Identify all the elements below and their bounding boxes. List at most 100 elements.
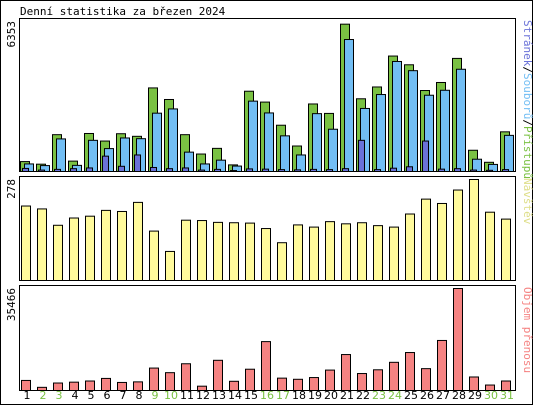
visits-bar: [245, 222, 255, 281]
visits-panel-ymax-label: 278: [5, 179, 18, 199]
volume-panel-ymax-label: 35466: [5, 288, 18, 321]
volume-bar: [421, 368, 431, 392]
visits-bar: [437, 202, 447, 282]
x-tick-label: 19: [308, 389, 322, 402]
volume-bar: [437, 339, 447, 391]
visits-bar: [53, 224, 63, 281]
pages-bar: [118, 165, 125, 172]
files-bar: [264, 112, 274, 172]
pages-bar: [102, 155, 109, 173]
pages-bar: [326, 169, 333, 173]
volume-bar: [469, 376, 479, 391]
visits-bar: [261, 228, 271, 282]
visits-bar: [357, 222, 367, 281]
pages-bar: [390, 167, 397, 172]
visits-bar: [341, 223, 351, 282]
pages-bar: [422, 140, 429, 172]
files-bar: [88, 139, 98, 172]
visits-bar: [197, 220, 207, 281]
volume-bar: [277, 377, 287, 392]
pages-bar: [22, 167, 29, 173]
volume-bar: [181, 363, 191, 392]
pages-bar: [406, 166, 413, 172]
legend-sep-2: /: [521, 119, 533, 126]
pages-bar: [358, 139, 365, 172]
x-tick-label: 27: [436, 389, 450, 402]
x-tick-label: 12: [196, 389, 210, 402]
visits-bar: [21, 205, 31, 281]
x-tick-label: 2: [40, 389, 47, 402]
volume-bar: [197, 385, 207, 391]
volume-bar: [453, 288, 463, 391]
volume-bar: [37, 386, 47, 391]
x-tick-label: 26: [420, 389, 434, 402]
hits-panel-legend: Stránek/Souborů/Přístupů: [521, 20, 533, 179]
volume-panel-legend: Objem přenosu: [521, 287, 533, 373]
visits-bar: [373, 225, 383, 281]
x-tick-label: 23: [372, 389, 386, 402]
x-tick-label: 7: [120, 389, 127, 402]
pages-bar: [150, 166, 157, 172]
x-tick-label: 28: [452, 389, 466, 402]
x-tick-label: 17: [276, 389, 290, 402]
visits-bar: [85, 215, 95, 281]
volume-bar: [485, 384, 495, 392]
volume-bar: [101, 377, 111, 392]
files-bar: [504, 134, 514, 172]
volume-bar: [405, 352, 415, 391]
volume-bar: [357, 373, 367, 392]
visits-bar: [309, 226, 319, 281]
files-bar: [296, 154, 306, 173]
visits-bar: [181, 219, 191, 281]
files-bar: [328, 128, 338, 172]
pages-bar: [70, 168, 77, 172]
files-bar: [280, 135, 290, 172]
files-bar: [392, 60, 402, 172]
visits-bar: [69, 217, 79, 281]
pages-bar: [470, 169, 477, 172]
files-bar: [56, 138, 66, 172]
files-bar: [168, 108, 178, 173]
visits-bar: [149, 230, 159, 282]
files-bar: [440, 89, 450, 172]
visits-bar: [453, 189, 463, 281]
visits-bar: [501, 218, 511, 282]
volume-bar: [309, 377, 319, 391]
visits-bar: [485, 211, 495, 281]
x-tick-label: 24: [388, 389, 402, 402]
volume-bar: [149, 367, 159, 392]
pages-bar: [502, 169, 509, 173]
visits-panel-legend: Návštěv: [521, 178, 533, 225]
pages-bar: [166, 168, 173, 172]
files-bar: [152, 112, 162, 173]
volume-bar: [213, 359, 223, 391]
legend-hits: Přístupů: [521, 126, 533, 179]
legend-sep-1: /: [521, 66, 533, 73]
visits-bar: [405, 213, 415, 281]
volume-bar: [261, 341, 271, 391]
files-bar: [456, 68, 466, 172]
volume-bar: [245, 368, 255, 392]
pages-bar: [246, 168, 253, 172]
x-tick-label: 22: [356, 389, 370, 402]
x-tick-label: 13: [212, 389, 226, 402]
volume-bar: [389, 361, 399, 391]
x-tick-label: 20: [324, 389, 338, 402]
visits-bar: [293, 224, 303, 281]
pages-bar: [230, 170, 237, 172]
x-tick-label: 29: [468, 389, 482, 402]
x-tick-label: 25: [404, 389, 418, 402]
pages-bar: [486, 169, 493, 173]
x-tick-label: 8: [136, 389, 143, 402]
files-bar: [248, 100, 258, 172]
x-axis-tick-labels: 1 2 3 4 5 6 7 8 9 10 11 12 13 14 15 16 17 18 19 20 21 22 23 24 2…: [24, 389, 515, 402]
x-tick-label: 15: [244, 389, 258, 402]
volume-bar: [165, 372, 175, 391]
chart-title: Denní statistika za březen 2024: [20, 5, 226, 18]
x-tick-label: 30: [484, 389, 498, 402]
visits-bar: [229, 222, 239, 281]
x-tick-label: 11: [180, 389, 194, 402]
x-tick-label: 10: [164, 389, 178, 402]
